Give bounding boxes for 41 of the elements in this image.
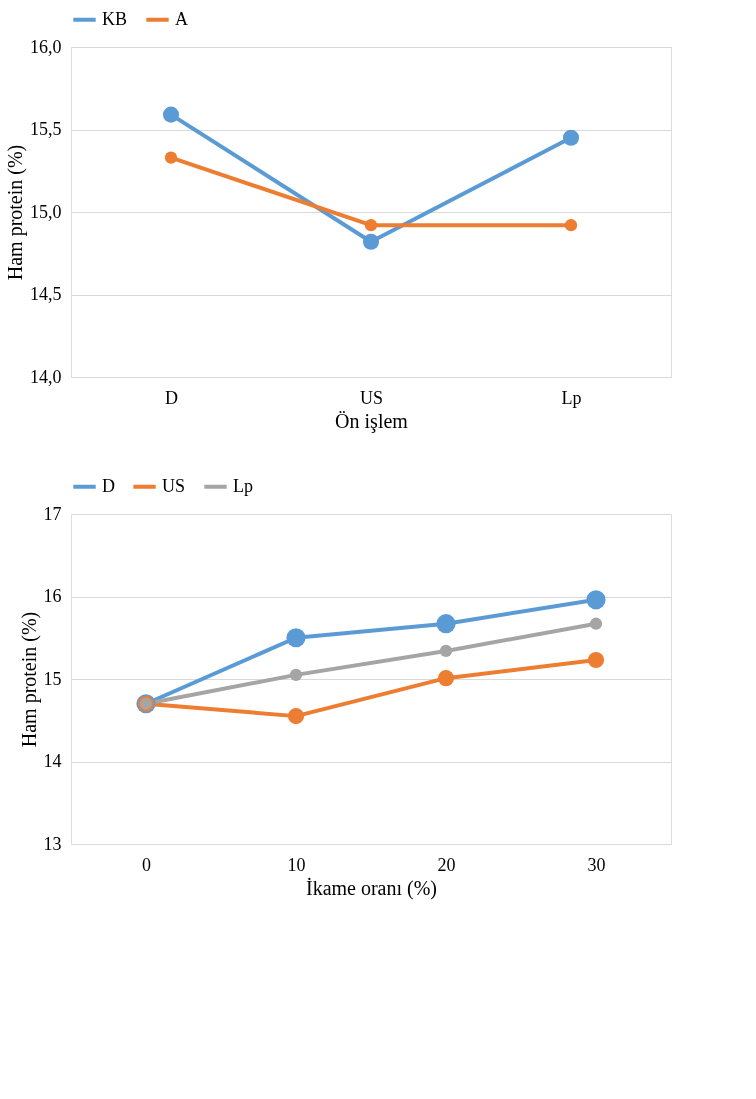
point: [439, 644, 453, 658]
x-tick-label: D: [165, 387, 178, 408]
point: [437, 670, 455, 687]
y-tick-label: 13: [43, 833, 62, 854]
x-tick-label: Lp: [561, 387, 582, 408]
point: [164, 151, 178, 164]
point: [436, 614, 456, 634]
x-tick-label: US: [359, 387, 384, 408]
point: [289, 668, 303, 681]
point: [162, 106, 180, 123]
legend-label: KB: [102, 8, 128, 29]
y-tick-label: 14: [43, 751, 62, 771]
point: [364, 219, 378, 232]
y-axis-title: Ham protein (%): [4, 144, 27, 281]
point: [587, 651, 605, 669]
y-tick-label: 17: [43, 503, 62, 524]
x-tick-label: 20: [437, 854, 456, 875]
legend-label: US: [162, 475, 186, 496]
point: [589, 617, 603, 630]
y-tick-label: 14,5: [30, 284, 62, 304]
y-axis-title: Ham protein (%): [17, 611, 41, 748]
point: [286, 628, 306, 648]
y-tick-label: 15: [43, 668, 62, 689]
x-tick-label: 30: [587, 854, 606, 875]
x-tick-label: 0: [142, 854, 151, 875]
point: [586, 590, 606, 610]
point: [562, 129, 580, 146]
y-tick-label: 16: [43, 586, 62, 606]
point: [564, 219, 578, 232]
x-axis-title: İkame oranı (%): [305, 876, 438, 900]
x-axis-title: Ön işlem: [335, 409, 409, 433]
y-tick-label: 15,5: [30, 119, 62, 139]
y-tick-label: 14,0: [30, 366, 62, 387]
x-tick-label: 10: [287, 854, 306, 875]
legend-label: A: [175, 8, 188, 29]
point: [362, 233, 380, 250]
legend-label: D: [102, 475, 115, 496]
point: [287, 708, 305, 725]
y-tick-label: 16,0: [30, 36, 62, 57]
y-tick-label: 15,0: [30, 201, 62, 222]
legend-label: Lp: [233, 475, 253, 496]
